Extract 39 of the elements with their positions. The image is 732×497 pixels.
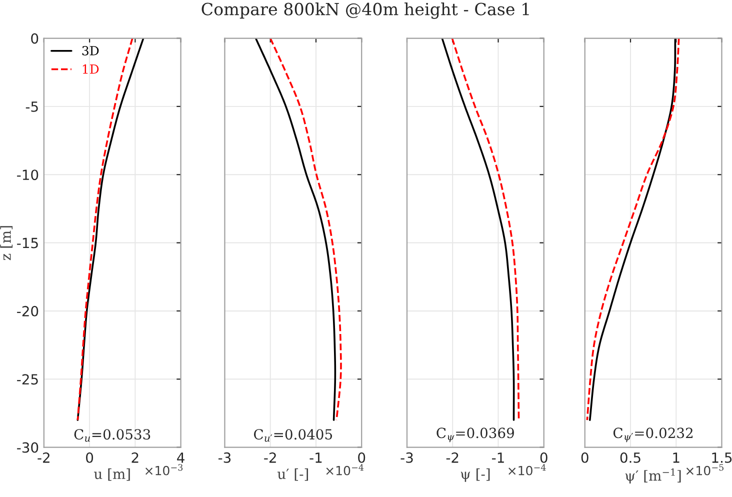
text: ×10$^{−4}$ — [326, 464, 364, 476]
y-tick-label: -5 — [26, 102, 38, 112]
text: ×10$^{−3}$ — [146, 464, 183, 476]
x-tick-label: 0.5 — [620, 452, 640, 463]
text: ×10$^{−5}$ — [686, 464, 724, 476]
legend-label: 3D — [82, 46, 99, 56]
y-tick-label: -20 — [17, 306, 38, 316]
x-axis-title: ψ′ [m$^{−1}$] — [626, 468, 681, 484]
x-tick-label: -2 — [38, 452, 50, 463]
x-tick-label: -3 — [400, 452, 413, 463]
x-tick-label: 0 — [86, 452, 94, 463]
x-tick-label: -1 — [310, 452, 322, 463]
annotation: C$_{ψ′}$=0.0232 — [613, 428, 692, 442]
annotation: C$_{ψ}$=0.0369 — [436, 428, 514, 442]
x-tick-label: 4 — [177, 452, 184, 463]
y-tick-label: -15 — [17, 238, 38, 248]
x-axis-title: u [m] — [94, 468, 130, 481]
x-axis-title: ψ [-] — [460, 468, 490, 482]
x-tick-label: 0 — [581, 452, 588, 463]
x-tick-label: 0 — [358, 452, 366, 463]
x-tick-label: 1 — [673, 452, 680, 463]
y-tick-label: -10 — [17, 170, 38, 180]
legend-label: 1D — [82, 64, 99, 74]
y-tick-label: -30 — [17, 442, 38, 453]
y-axis-title: z [m] — [0, 226, 13, 260]
x-axis-title: u′ [-] — [278, 468, 308, 481]
x-tick-label: 0 — [540, 452, 548, 463]
x-tick-label: -2 — [264, 452, 276, 463]
x-tick-label: 1.5 — [712, 452, 732, 463]
y-tick-label: -25 — [17, 374, 38, 385]
annotation: C$_{u}$=0.0533 — [74, 429, 150, 442]
x-tick-label: -2 — [446, 452, 458, 463]
y-tick-label: 0 — [31, 33, 38, 44]
x-tick-label: -3 — [218, 452, 231, 463]
annotation: C$_{u′}$=0.0405 — [254, 429, 332, 442]
x-tick-label: 2 — [132, 452, 138, 463]
text: ×10$^{−4}$ — [508, 464, 546, 476]
chart-title: Compare 800kN @40m height - Case 1 — [202, 2, 529, 19]
x-tick-label: -1 — [492, 452, 504, 463]
